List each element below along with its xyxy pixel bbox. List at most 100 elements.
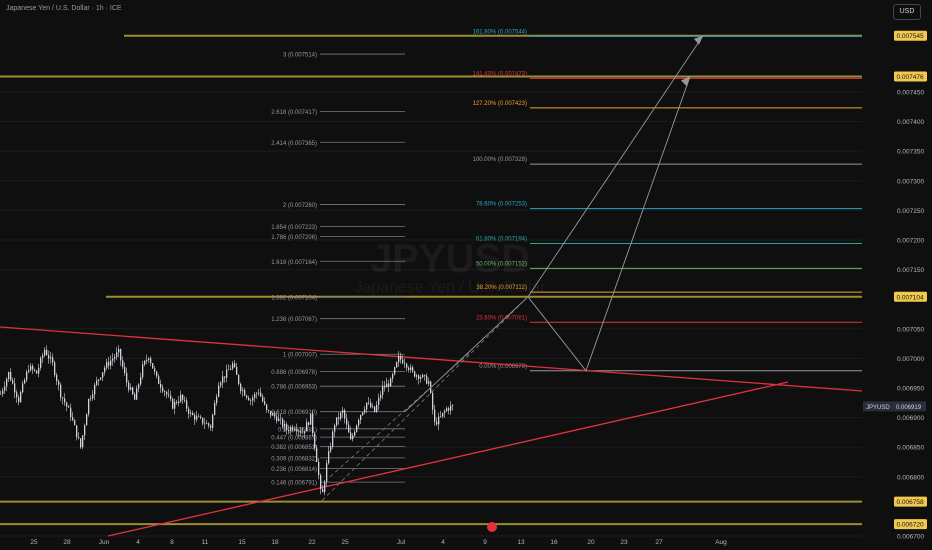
candle-body xyxy=(304,431,306,434)
candle-body xyxy=(6,378,8,387)
candle-body xyxy=(406,363,408,368)
candle-body xyxy=(66,402,68,407)
candle-body xyxy=(390,378,392,387)
candle-body xyxy=(440,416,442,417)
dashed-channel-line xyxy=(329,352,471,478)
candle-body xyxy=(110,360,112,366)
candle-body xyxy=(40,358,42,368)
candle-body xyxy=(356,425,358,432)
candle-body xyxy=(146,359,148,361)
candle-body xyxy=(106,362,108,368)
candle-body xyxy=(136,388,138,400)
fib-extension-label: 0.447 (0.006867) xyxy=(271,436,317,442)
projection-path xyxy=(404,76,691,412)
x-tick-label: Aug xyxy=(715,539,727,546)
candle-body xyxy=(326,463,328,482)
y-tick-label: 0.007300 xyxy=(897,178,924,185)
price-tag xyxy=(894,519,927,530)
candle-body xyxy=(122,360,124,367)
candle-body xyxy=(238,374,240,384)
candle-body xyxy=(314,433,316,448)
price-tag xyxy=(894,71,927,82)
candle-body xyxy=(338,417,340,419)
candle-body xyxy=(116,352,118,358)
candle-body xyxy=(274,413,276,417)
candle-body xyxy=(428,381,430,384)
candle-body xyxy=(180,394,182,402)
candle-body xyxy=(368,402,370,404)
candle-body xyxy=(20,392,22,403)
fib-retracement-label: 161.80% (0.007544) xyxy=(473,29,527,35)
y-tick-label: 0.006900 xyxy=(897,415,924,422)
candle-body xyxy=(200,416,202,418)
candle-body xyxy=(260,392,262,397)
candle-body xyxy=(420,377,422,379)
candle-body xyxy=(240,383,242,392)
candle-body xyxy=(172,398,174,409)
price-tag-label: 0.006720 xyxy=(897,522,924,529)
y-tick-label: 0.007050 xyxy=(897,326,924,333)
candle-body xyxy=(330,446,332,452)
candle-body xyxy=(76,425,78,438)
candle-body xyxy=(302,432,304,434)
candle-body xyxy=(58,381,60,385)
candle-body xyxy=(448,408,450,411)
candle-body xyxy=(438,416,440,425)
arrow-head xyxy=(694,35,703,45)
candle-body xyxy=(10,372,12,381)
candle-body xyxy=(156,371,158,377)
candle-body xyxy=(334,425,336,432)
fib-retracement-label: 100.00% (0.007328) xyxy=(473,157,527,163)
candle-body xyxy=(234,363,236,368)
candle-body xyxy=(54,362,56,376)
candle-body xyxy=(212,414,214,428)
fib-retracement-label: 127.20% (0.007423) xyxy=(473,101,527,107)
candle-body xyxy=(434,409,436,422)
candle-body xyxy=(412,367,414,372)
candle-body xyxy=(424,374,426,376)
fib-extension-label: 2 (0.007260) xyxy=(283,203,317,209)
x-tick-label: 9 xyxy=(483,539,487,546)
candle-body xyxy=(144,360,146,365)
candle-body xyxy=(286,424,288,431)
candle-body xyxy=(280,418,282,420)
candle-body xyxy=(328,451,330,464)
candle-body xyxy=(436,421,438,425)
candle-body xyxy=(118,348,120,353)
y-tick-label: 0.006850 xyxy=(897,445,924,452)
y-tick-label: 0.007450 xyxy=(897,89,924,96)
x-tick-label: Jul xyxy=(397,539,406,546)
candle-body xyxy=(310,414,312,425)
candle-body xyxy=(236,367,238,375)
candle-body xyxy=(306,422,308,432)
candle-body xyxy=(164,391,166,393)
candle-body xyxy=(108,362,110,366)
currency-button[interactable]: USD xyxy=(893,4,921,20)
candle-body xyxy=(252,397,254,401)
candle-body xyxy=(404,363,406,364)
candle-body xyxy=(86,414,88,426)
candle-body xyxy=(80,438,82,448)
candle-body xyxy=(230,368,232,370)
chart-title: Japanese Yen / U.S. Dollar · 1h · ICE xyxy=(6,5,122,12)
symbol-watermark: JPYUSD xyxy=(370,237,530,281)
candle-body xyxy=(394,367,396,375)
candle-body xyxy=(158,376,160,385)
fib-extension-label: 0.618 (0.006910) xyxy=(271,410,317,416)
x-tick-label: 25 xyxy=(341,539,349,546)
candle-body xyxy=(264,401,266,405)
candle-body xyxy=(374,406,376,412)
candle-body xyxy=(170,395,172,399)
candle-body xyxy=(262,396,264,402)
fib-extension-label: 3 (0.007514) xyxy=(283,53,317,59)
candle-body xyxy=(242,390,244,392)
candle-body xyxy=(132,387,134,395)
price-tag xyxy=(894,291,927,302)
candle-body xyxy=(56,375,58,382)
candle-body xyxy=(268,410,270,412)
candle-body xyxy=(270,411,272,416)
candle-body xyxy=(208,423,210,426)
candle-body xyxy=(370,402,372,408)
y-tick-label: 0.007400 xyxy=(897,119,924,126)
